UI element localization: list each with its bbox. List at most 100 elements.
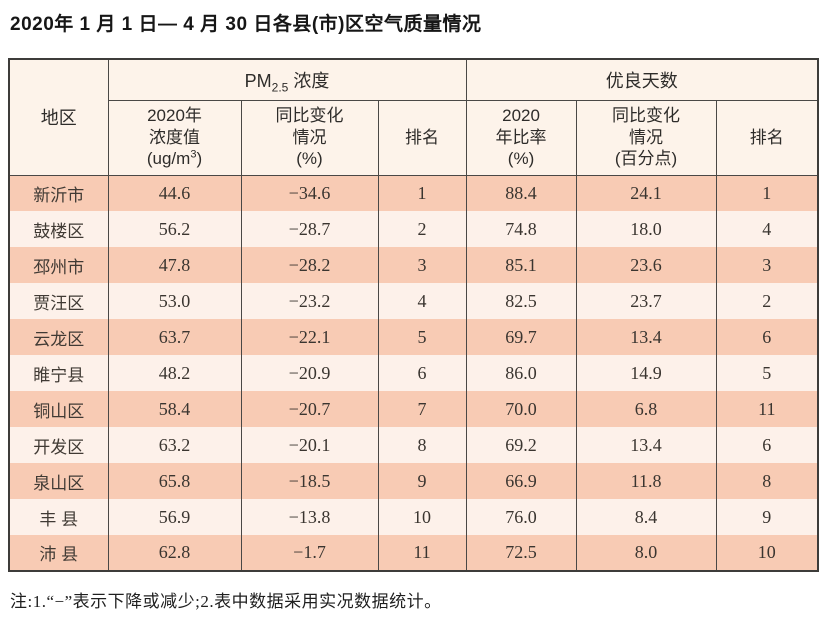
table-row: 丰 县 56.9 −13.8 10 76.0 8.4 9 bbox=[8, 499, 819, 535]
pm-value-cell: 56.2 bbox=[107, 211, 242, 247]
region-cell: 沛 县 bbox=[8, 535, 109, 571]
table-row: 鼓楼区 56.2 −28.7 2 74.8 18.0 4 bbox=[8, 211, 819, 247]
pm-rank-cell: 10 bbox=[377, 499, 467, 535]
days-ratio-cell: 74.8 bbox=[465, 211, 577, 247]
col-group-good-days: 优良天数 bbox=[465, 58, 819, 101]
col-header-days-rank: 排名 bbox=[715, 99, 819, 176]
pm-rank-cell: 4 bbox=[377, 283, 467, 319]
days-change-cell: 14.9 bbox=[575, 355, 717, 391]
days-ratio-cell: 66.9 bbox=[465, 463, 577, 499]
table-row: 睢宁县 48.2 −20.9 6 86.0 14.9 5 bbox=[8, 355, 819, 391]
pm-value-cell: 63.7 bbox=[107, 319, 242, 355]
air-quality-table: 地区 PM2.5 浓度 优良天数 2020年 浓度值 (ug/m3) 同比变化 … bbox=[8, 58, 820, 572]
footnote: 注:1.“−”表示下降或减少;2.表中数据采用实况数据统计。 bbox=[10, 592, 442, 611]
page-title: 2020年 1 月 1 日— 4 月 30 日各县(市)区空气质量情况 bbox=[10, 14, 482, 35]
region-cell: 开发区 bbox=[8, 427, 109, 463]
days-rank-cell: 4 bbox=[715, 211, 819, 247]
pm-change-cell: −13.8 bbox=[240, 499, 379, 535]
pm-change-cell: −20.9 bbox=[240, 355, 379, 391]
region-cell: 丰 县 bbox=[8, 499, 109, 535]
region-cell: 邳州市 bbox=[8, 247, 109, 283]
days-change-line1: 同比变化 bbox=[612, 106, 681, 126]
pm-rank-cell: 9 bbox=[377, 463, 467, 499]
pm-rank-cell: 2 bbox=[377, 211, 467, 247]
pm-value-unit: (ug/m3) bbox=[111, 148, 239, 169]
pm-value-unit-pre: (ug/m bbox=[146, 149, 191, 169]
region-cell: 鼓楼区 bbox=[8, 211, 109, 247]
header-sub-row: 2020年 浓度值 (ug/m3) 同比变化 情况 (%) 排名 2020 年比… bbox=[9, 99, 819, 176]
col-header-days-change: 同比变化 情况 (百分点) bbox=[575, 99, 717, 176]
days-change-cell: 24.1 bbox=[575, 175, 717, 211]
days-change-cell: 11.8 bbox=[575, 463, 717, 499]
days-ratio-cell: 82.5 bbox=[465, 283, 577, 319]
pm-rank-cell: 1 bbox=[377, 175, 467, 211]
days-change-cell: 13.4 bbox=[575, 319, 717, 355]
days-rank-cell: 2 bbox=[715, 283, 819, 319]
days-change-cell: 13.4 bbox=[575, 427, 717, 463]
pm-value-cell: 53.0 bbox=[107, 283, 242, 319]
table-row: 泉山区 65.8 −18.5 9 66.9 11.8 8 bbox=[8, 463, 819, 499]
days-rank-cell: 3 bbox=[715, 247, 819, 283]
pm-change-cell: −20.1 bbox=[240, 427, 379, 463]
table-row: 开发区 63.2 −20.1 8 69.2 13.4 6 bbox=[8, 427, 819, 463]
pm-value-cell: 44.6 bbox=[107, 175, 242, 211]
pm-change-line2: 情况 bbox=[292, 127, 327, 147]
pm-value-unit-post: ) bbox=[196, 149, 203, 169]
days-change-cell: 8.0 bbox=[575, 535, 717, 571]
region-cell: 铜山区 bbox=[8, 391, 109, 427]
region-cell: 睢宁县 bbox=[8, 355, 109, 391]
col-group-pm25: PM2.5 浓度 bbox=[107, 58, 467, 101]
days-ratio-cell: 69.2 bbox=[465, 427, 577, 463]
pm-value-cell: 58.4 bbox=[107, 391, 242, 427]
pm-change-line3: (%) bbox=[296, 149, 323, 169]
table-header: 地区 PM2.5 浓度 优良天数 2020年 浓度值 (ug/m3) 同比变化 … bbox=[8, 58, 819, 176]
pm25-label-sub: 2.5 bbox=[271, 80, 289, 95]
days-change-cell: 8.4 bbox=[575, 499, 717, 535]
table-row: 贾汪区 53.0 −23.2 4 82.5 23.7 2 bbox=[8, 283, 819, 319]
days-rank-cell: 9 bbox=[715, 499, 819, 535]
pm-change-cell: −23.2 bbox=[240, 283, 379, 319]
col-header-days-ratio: 2020 年比率 (%) bbox=[465, 99, 577, 176]
days-rank-cell: 6 bbox=[715, 319, 819, 355]
pm-change-cell: −28.7 bbox=[240, 211, 379, 247]
pm-change-cell: −20.7 bbox=[240, 391, 379, 427]
days-ratio-cell: 70.0 bbox=[465, 391, 577, 427]
region-cell: 新沂市 bbox=[8, 175, 109, 211]
pm-rank-cell: 5 bbox=[377, 319, 467, 355]
region-cell: 泉山区 bbox=[8, 463, 109, 499]
pm-value-cell: 47.8 bbox=[107, 247, 242, 283]
pm-rank-cell: 7 bbox=[377, 391, 467, 427]
pm-rank-cell: 8 bbox=[377, 427, 467, 463]
pm25-label-rest: 浓度 bbox=[288, 70, 330, 91]
col-header-region: 地区 bbox=[8, 58, 109, 176]
pm-value-cell: 56.9 bbox=[107, 499, 242, 535]
col-header-pm-value: 2020年 浓度值 (ug/m3) bbox=[107, 99, 242, 176]
days-rank-cell: 8 bbox=[715, 463, 819, 499]
pm-change-cell: −34.6 bbox=[240, 175, 379, 211]
col-header-pm-change: 同比变化 情况 (%) bbox=[240, 99, 379, 176]
days-rank-cell: 10 bbox=[715, 535, 819, 571]
pm-change-cell: −18.5 bbox=[240, 463, 379, 499]
region-cell: 贾汪区 bbox=[8, 283, 109, 319]
days-rank-cell: 11 bbox=[715, 391, 819, 427]
pm-value-cell: 65.8 bbox=[107, 463, 242, 499]
days-change-cell: 6.8 bbox=[575, 391, 717, 427]
days-change-cell: 18.0 bbox=[575, 211, 717, 247]
days-ratio-cell: 88.4 bbox=[465, 175, 577, 211]
pm-value-cell: 63.2 bbox=[107, 427, 242, 463]
pm25-label-main: PM bbox=[244, 70, 272, 91]
days-rank-cell: 6 bbox=[715, 427, 819, 463]
days-ratio-line2: 年比率 bbox=[495, 127, 547, 147]
pm-change-cell: −22.1 bbox=[240, 319, 379, 355]
table-row: 新沂市 44.6 −34.6 1 88.4 24.1 1 bbox=[8, 175, 819, 211]
pm-value-unit-sup: 3 bbox=[190, 148, 197, 161]
header-group-row: 地区 PM2.5 浓度 优良天数 bbox=[8, 58, 819, 176]
days-change-cell: 23.6 bbox=[575, 247, 717, 283]
days-change-line2: 情况 bbox=[629, 127, 664, 147]
days-rank-cell: 1 bbox=[715, 175, 819, 211]
col-header-pm-rank: 排名 bbox=[377, 99, 467, 176]
days-ratio-cell: 86.0 bbox=[465, 355, 577, 391]
table-row: 铜山区 58.4 −20.7 7 70.0 6.8 11 bbox=[8, 391, 819, 427]
days-ratio-cell: 85.1 bbox=[465, 247, 577, 283]
